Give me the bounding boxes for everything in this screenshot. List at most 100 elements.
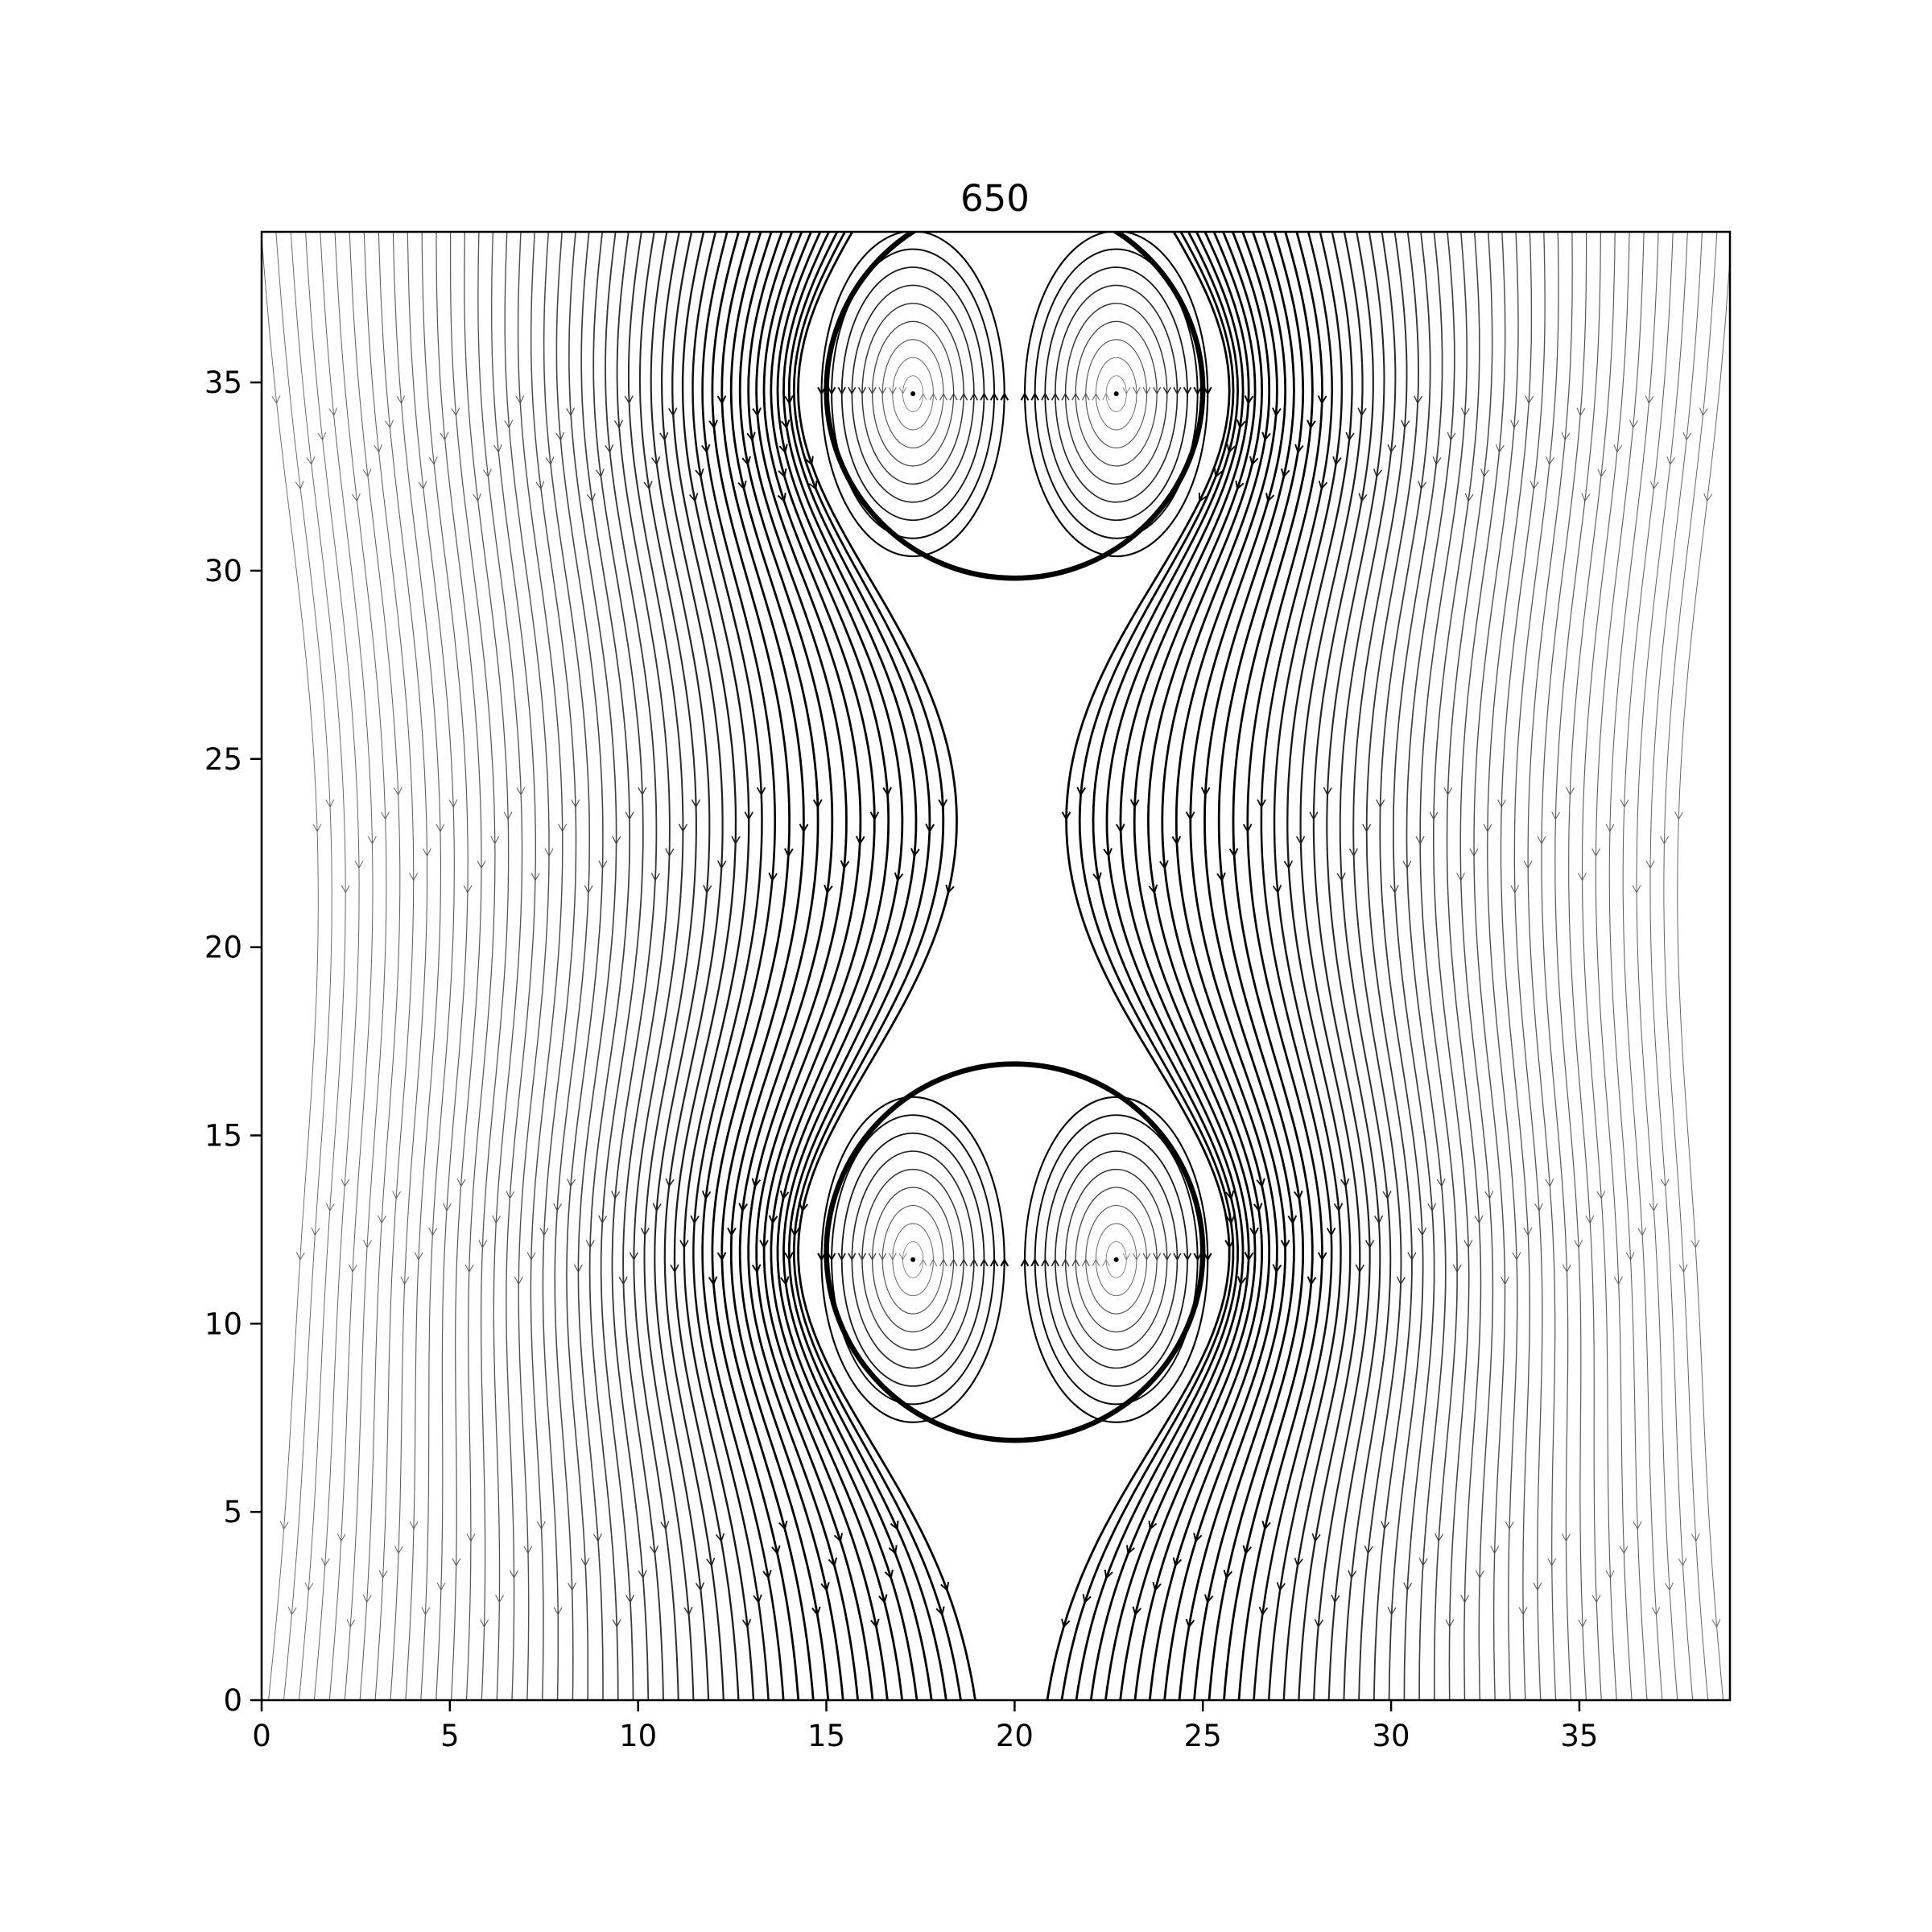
flow-arrow xyxy=(868,386,877,395)
flow-arrow xyxy=(428,1227,438,1236)
flow-arrow xyxy=(1414,395,1423,405)
flow-arrow xyxy=(1272,1264,1282,1274)
flow-arrow xyxy=(804,456,814,466)
flow-arrow xyxy=(855,836,865,846)
flow-arrow xyxy=(1348,848,1358,857)
flow-arrow xyxy=(708,419,718,430)
y-tick-label: 15 xyxy=(204,1118,242,1153)
streamline xyxy=(720,232,815,1700)
streamline xyxy=(755,232,874,1700)
flow-arrow xyxy=(701,444,711,454)
flow-arrow xyxy=(784,848,794,858)
flow-arrow xyxy=(480,1619,489,1628)
flow-arrow xyxy=(1666,456,1676,465)
flow-arrow xyxy=(1272,407,1282,418)
flow-arrow xyxy=(448,799,458,808)
flow-arrow xyxy=(385,419,394,429)
flow-arrow xyxy=(727,1227,737,1237)
flow-arrow xyxy=(304,1582,314,1591)
y-tick-label: 35 xyxy=(204,365,242,400)
flow-arrow xyxy=(778,1521,788,1531)
flow-arrow xyxy=(1225,1215,1236,1225)
streamlines xyxy=(262,232,1730,1700)
flow-arrow xyxy=(820,1582,830,1592)
flow-arrow xyxy=(328,407,338,417)
flow-arrow xyxy=(279,1521,289,1530)
flow-arrow xyxy=(808,480,818,491)
flow-arrow xyxy=(778,444,788,454)
flow-arrow xyxy=(868,1253,877,1261)
streamline xyxy=(504,232,550,1700)
flow-arrow xyxy=(1225,1190,1235,1200)
flow-arrow xyxy=(349,1264,357,1274)
flow-arrow xyxy=(751,1178,762,1188)
flow-arrow xyxy=(362,469,372,478)
flow-arrow xyxy=(1387,444,1397,454)
streamline xyxy=(320,232,374,1700)
streamline xyxy=(1178,232,1287,1700)
streamline xyxy=(738,232,844,1700)
flow-arrow xyxy=(312,824,322,832)
flow-arrow xyxy=(683,1606,693,1616)
flow-arrow xyxy=(870,1618,880,1629)
flow-arrow xyxy=(1051,1258,1060,1267)
flow-arrow xyxy=(828,1557,838,1567)
flow-arrow xyxy=(595,469,605,478)
streamline xyxy=(681,232,755,1700)
streamline xyxy=(1419,232,1468,1700)
flow-arrow xyxy=(1381,1521,1390,1530)
flow-arrow xyxy=(737,481,747,491)
flow-arrow xyxy=(1703,493,1712,502)
flow-arrow xyxy=(1547,1558,1557,1567)
flow-arrow xyxy=(706,1557,716,1567)
flow-arrow xyxy=(1295,836,1306,845)
flow-arrow xyxy=(409,873,419,881)
flow-arrow xyxy=(625,811,634,820)
flow-arrow xyxy=(980,1257,989,1267)
flow-arrow xyxy=(1280,1240,1290,1249)
flow-arrow xyxy=(1294,444,1304,454)
flow-arrow xyxy=(1497,799,1506,808)
flow-arrow xyxy=(1102,393,1110,401)
flow-arrow xyxy=(1418,1227,1427,1236)
flow-arrow xyxy=(1678,1558,1687,1567)
flow-arrow xyxy=(1530,481,1539,490)
flow-arrow xyxy=(567,1179,576,1187)
flow-arrow xyxy=(311,1227,320,1236)
flow-arrow xyxy=(493,444,502,453)
flow-arrow xyxy=(1645,395,1654,404)
x-tick-label: 35 xyxy=(1560,1719,1598,1753)
streamline xyxy=(762,232,889,1700)
streamline xyxy=(275,232,332,1700)
streamline xyxy=(1339,232,1397,1700)
flow-arrow xyxy=(840,860,850,870)
flow-arrow xyxy=(1562,1534,1571,1542)
flow-arrow xyxy=(1518,1607,1528,1616)
flow-arrow xyxy=(1533,1582,1542,1591)
flow-arrow xyxy=(1236,419,1246,430)
flow-arrow xyxy=(1415,836,1425,845)
flow-arrow xyxy=(708,1276,718,1286)
flow-arrow xyxy=(1061,1258,1070,1267)
x-tick-label: 30 xyxy=(1373,1719,1410,1753)
streamline xyxy=(1133,232,1264,1700)
flow-arrow xyxy=(1591,1594,1601,1604)
flow-arrow xyxy=(1162,386,1171,395)
flow-arrow xyxy=(989,392,999,401)
flow-arrow xyxy=(1460,1595,1470,1604)
flow-arrow xyxy=(741,456,751,466)
flow-arrow xyxy=(945,884,955,894)
flow-arrow xyxy=(553,1607,563,1616)
flow-arrow xyxy=(1546,456,1555,465)
streamline xyxy=(1046,232,1231,1700)
flow-arrow xyxy=(884,1569,894,1579)
x-tick-label: 20 xyxy=(996,1719,1034,1753)
flow-arrow xyxy=(1142,386,1151,395)
flow-arrow xyxy=(1674,811,1683,820)
flow-arrow xyxy=(515,395,525,404)
flow-arrow xyxy=(778,468,787,478)
flow-arrow xyxy=(1103,848,1113,858)
flow-arrow xyxy=(320,1558,330,1567)
flow-arrow xyxy=(363,1240,372,1249)
flow-arrow xyxy=(1317,395,1327,405)
